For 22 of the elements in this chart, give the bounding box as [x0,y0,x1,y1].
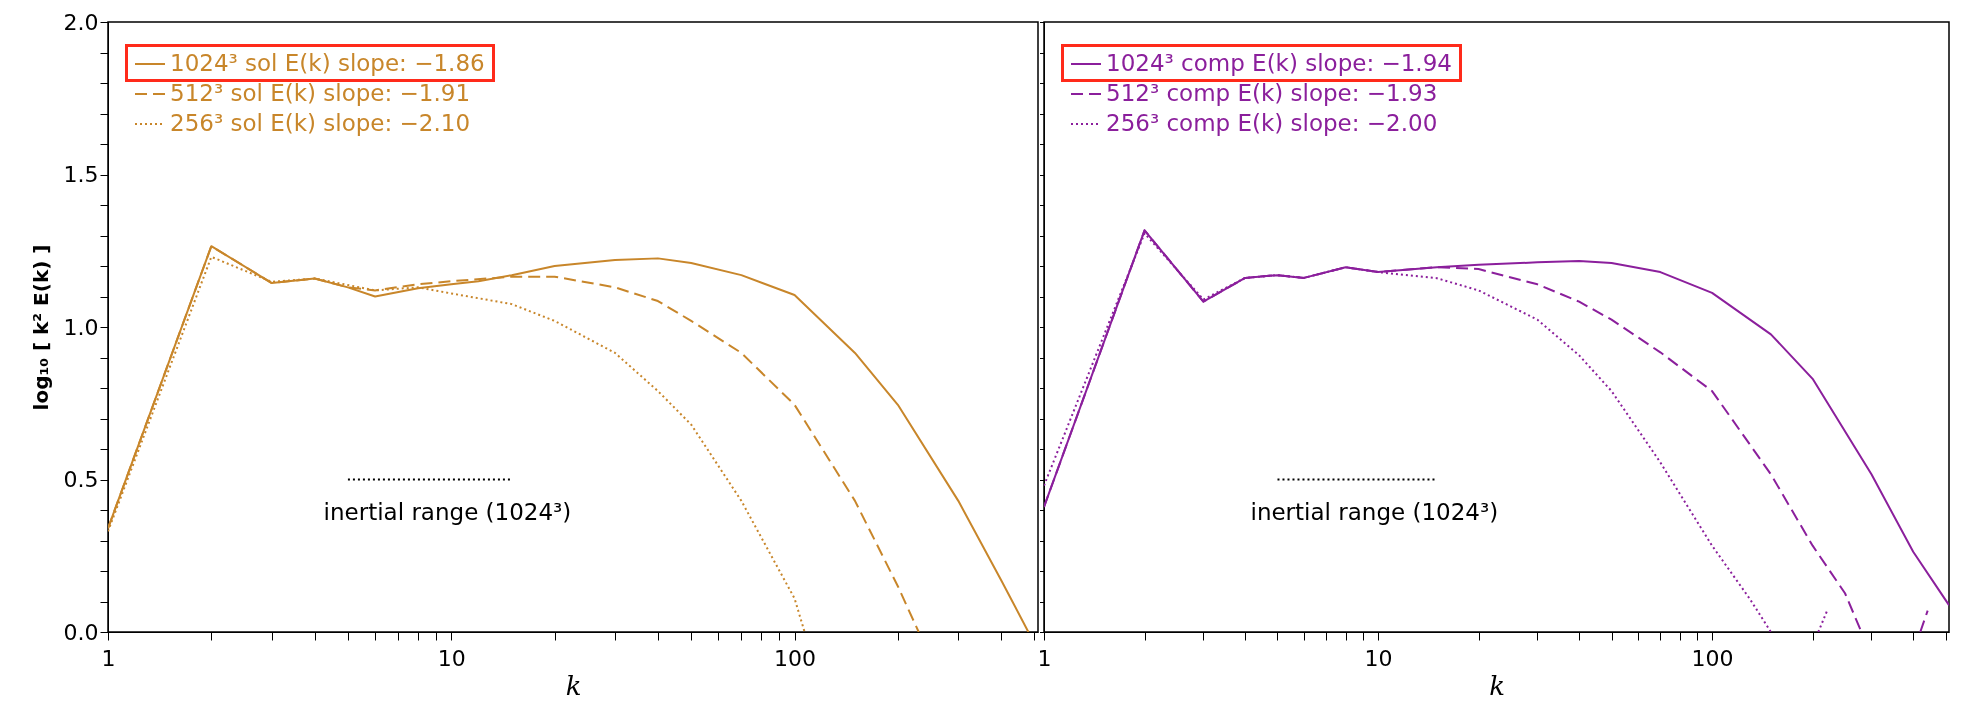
y-axis-title: log₁₀ [ k² E(k) ] [28,244,53,411]
x-tick-label: 1 [1037,645,1052,671]
x-tick-label: 10 [1364,645,1393,671]
y-tick-label: 0.5 [63,467,99,492]
legend-label: 1024³ comp E(k) slope: −1.94 [1106,50,1452,76]
x-axis-title: k [565,670,582,701]
x-tick-label: 10 [437,645,466,671]
x-tick-label: 100 [1691,645,1734,671]
y-tick-label: 0.0 [63,619,99,645]
legend-label: 256³ sol E(k) slope: −2.10 [170,110,471,136]
y-tick-label: 1.0 [63,314,99,340]
x-tick-label: 100 [774,645,817,671]
annotation: inertial range (1024³) [1250,499,1499,526]
legend-label: 1024³ sol E(k) slope: −1.86 [170,50,485,76]
x-tick-label: 1 [101,645,116,671]
legend-label: 256³ comp E(k) slope: −2.00 [1106,110,1438,136]
annotation: inertial range (1024³) [323,499,572,526]
legend-label: 512³ sol E(k) slope: −1.91 [170,80,471,106]
y-tick-label: 2.0 [63,9,99,35]
x-axis-title: k [1489,670,1505,701]
legend-label: 512³ comp E(k) slope: −1.93 [1106,80,1438,106]
y-tick-label: 1.5 [63,162,99,187]
